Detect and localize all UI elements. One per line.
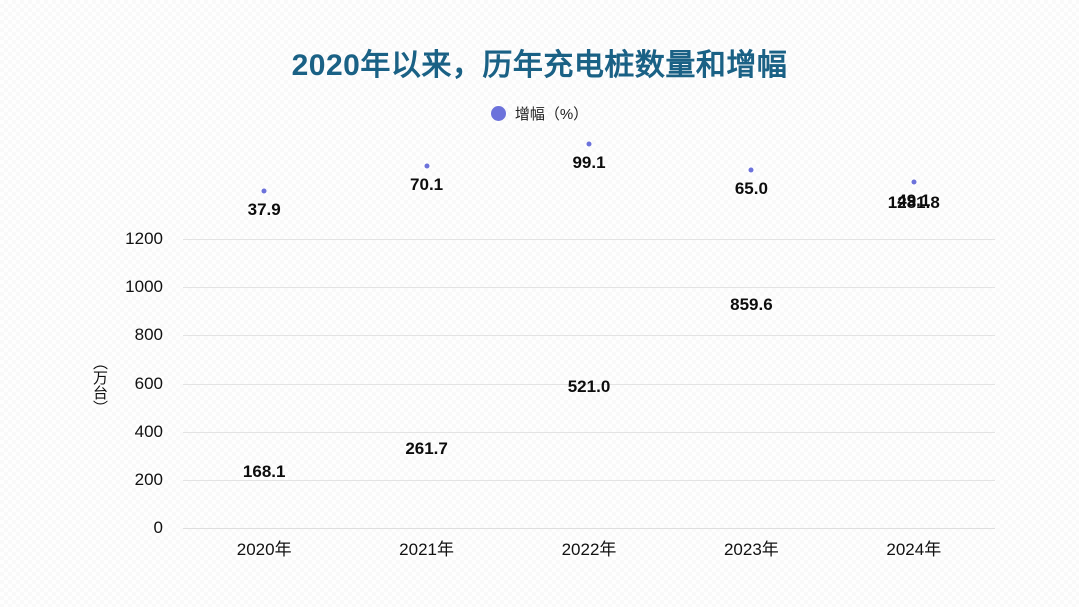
bar-value-label: 1281.8	[887, 193, 940, 213]
bar-value-label: 521.0	[567, 376, 611, 396]
y-axis-title: （万台）	[91, 355, 108, 415]
legend-marker-icon	[490, 106, 506, 121]
growth-value-label: 49.1	[897, 191, 931, 211]
growth-value-label: 37.9	[247, 200, 281, 219]
growth-data-point	[424, 163, 430, 169]
gridline	[183, 287, 995, 289]
growth-data-point	[586, 141, 592, 147]
x-axis-ticks: 2020年 2021年 2022年 2023年 2024年	[183, 535, 995, 561]
y-axis-tick-label: 800	[134, 325, 163, 345]
gridline	[183, 528, 995, 529]
growth-data-point	[911, 179, 917, 185]
legend-label-growth: 增幅（%）	[514, 106, 589, 123]
gridline	[183, 335, 995, 337]
bar-value-label: 261.7	[405, 438, 448, 458]
x-axis-tick-label: 2023年	[723, 540, 779, 559]
y-axis-tick-label: 400	[134, 421, 163, 441]
y-axis-tick-label: 600	[134, 373, 163, 393]
y-axis-tick-label: 1000	[125, 277, 163, 297]
y-axis-tick-label: 1200	[125, 229, 163, 248]
bar-value-label: 859.6	[730, 294, 773, 314]
gridline	[183, 383, 995, 385]
bar-value-label: 168.1	[242, 461, 286, 481]
growth-value-label: 65.0	[734, 179, 768, 199]
x-axis-tick-label: 2020年	[236, 540, 292, 559]
growth-value-label: 70.1	[410, 175, 444, 195]
growth-data-point	[748, 167, 754, 173]
chart-legend: 增幅（%）	[0, 103, 1079, 124]
growth-value-label: 99.1	[572, 153, 606, 172]
y-axis-tick-label: 200	[134, 469, 163, 489]
gridline	[183, 239, 995, 240]
plot-area: 0 200 400 600 800 1000 1200 168.1 261.7 521.0 859…	[125, 141, 995, 537]
page-title: 2020年以来，历年充电桩数量和增幅	[291, 49, 788, 82]
x-axis-tick-label: 2021年	[399, 540, 455, 559]
gridline	[183, 431, 995, 433]
y-axis-tick-label: 0	[153, 518, 163, 537]
x-axis-tick-label: 2024年	[886, 540, 942, 559]
x-axis-tick-label: 2022年	[561, 540, 617, 559]
gridline	[183, 479, 995, 481]
growth-data-point	[261, 188, 267, 194]
